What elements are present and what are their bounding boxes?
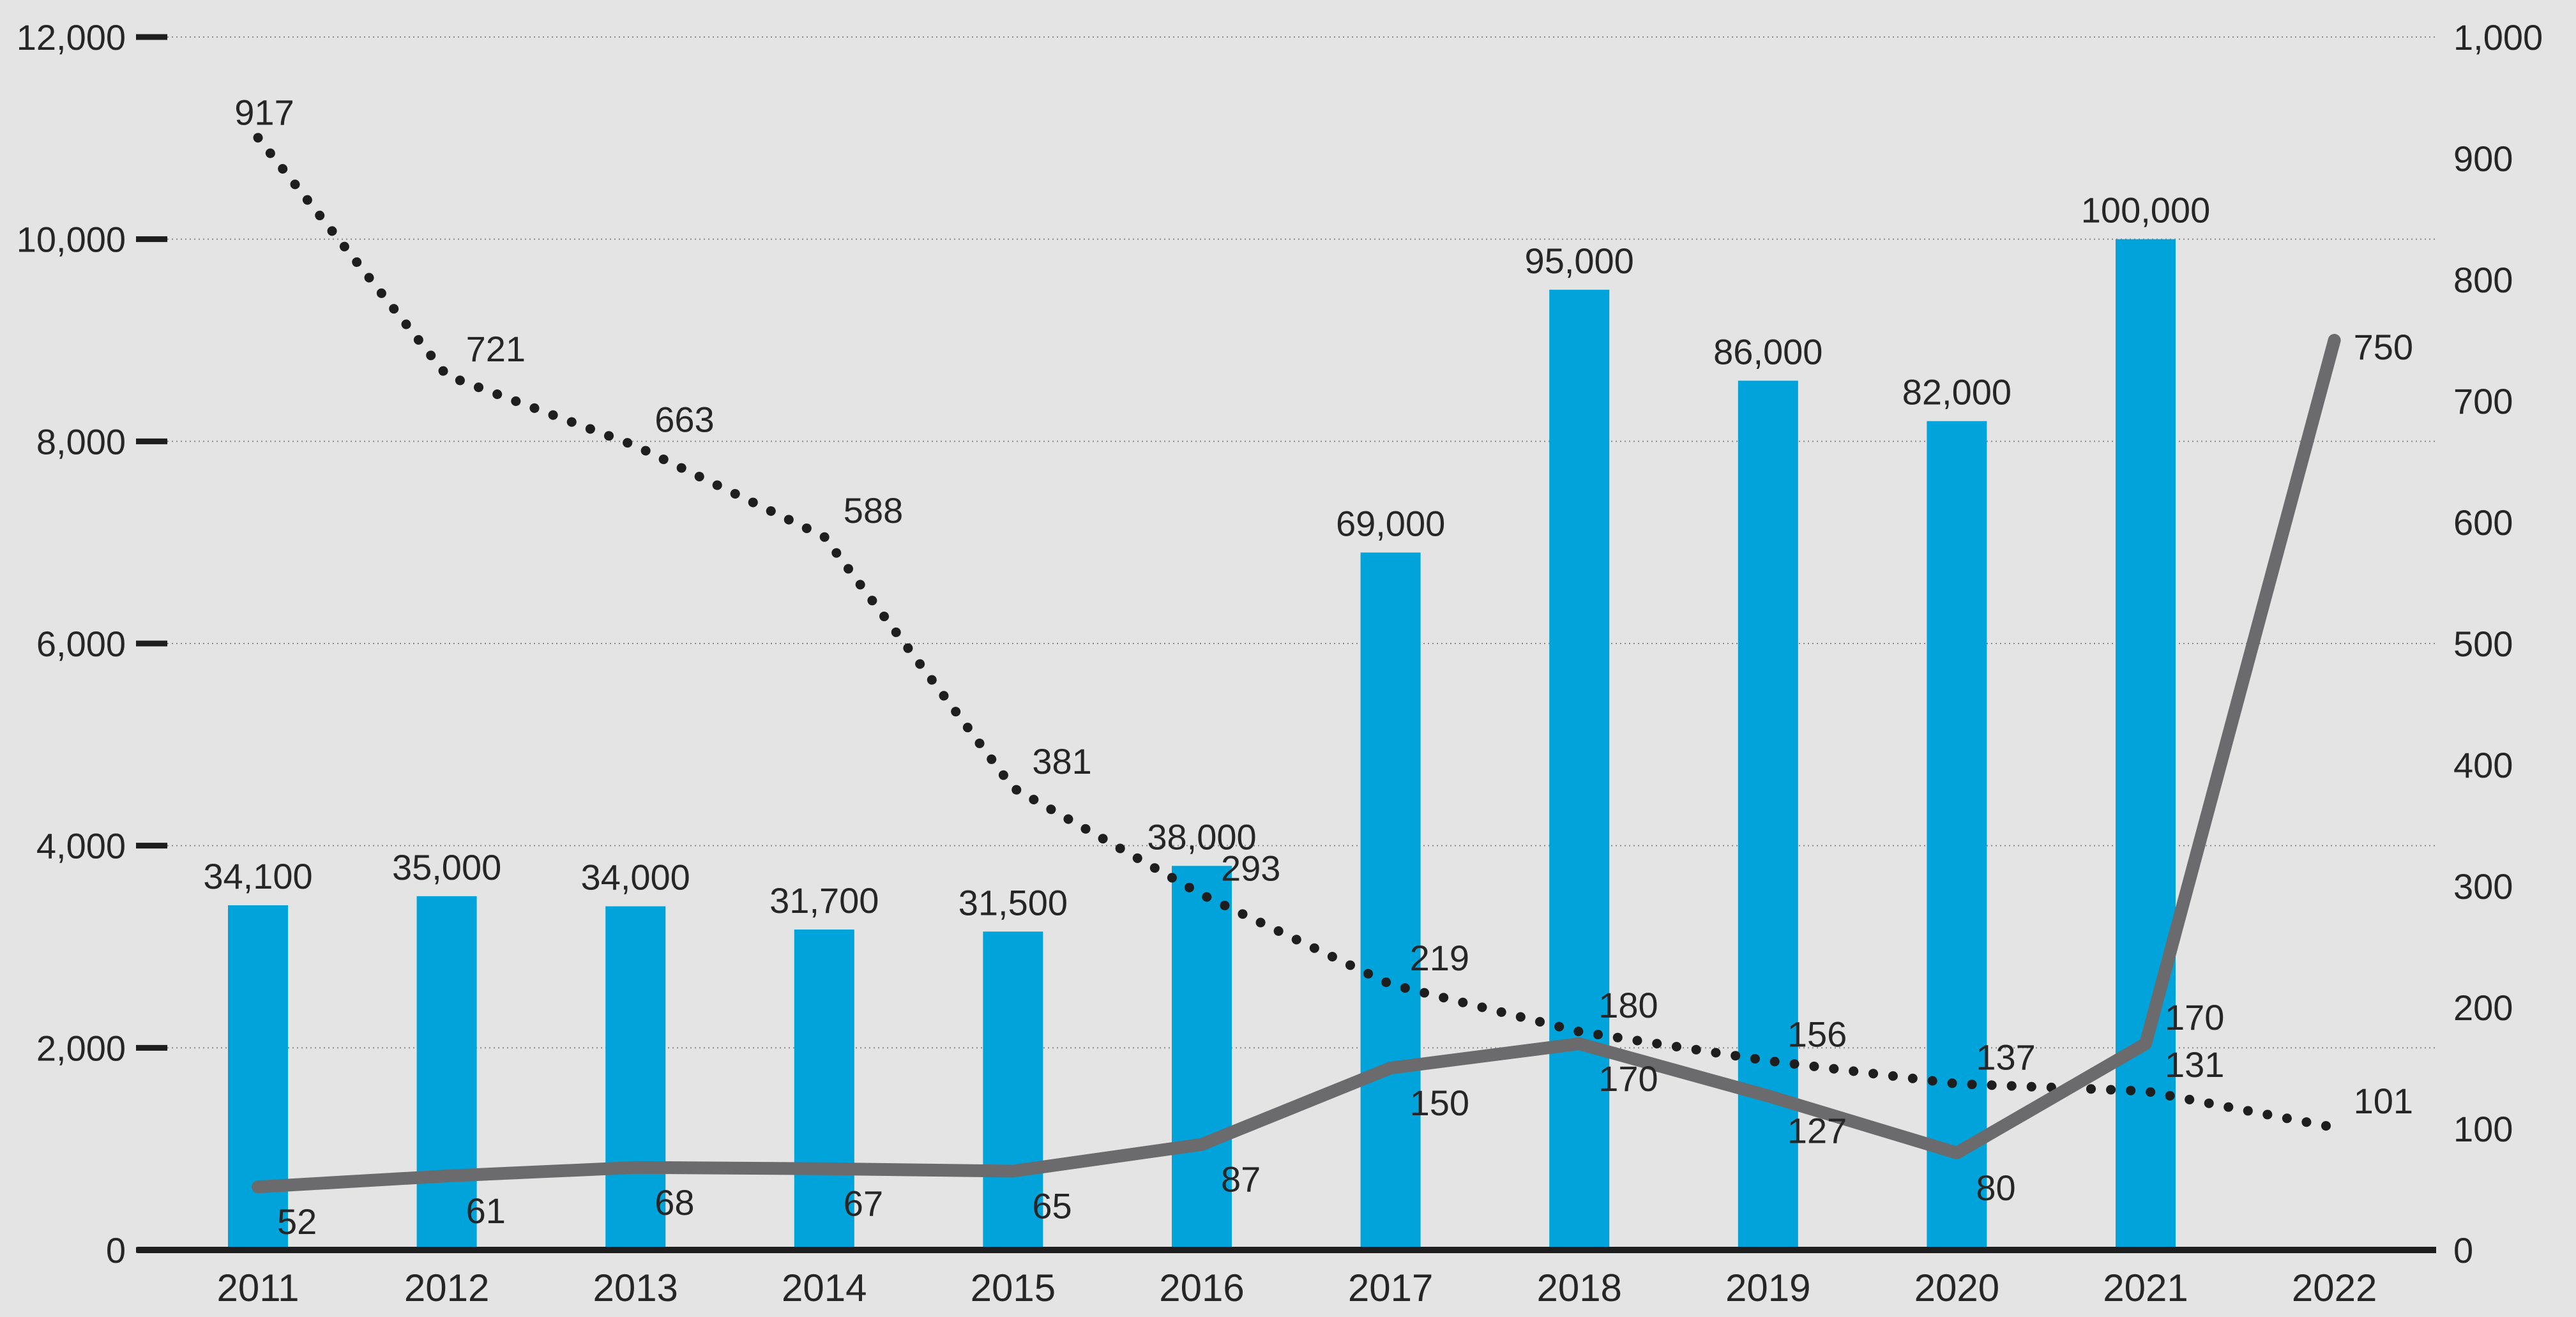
solid-point-label: 170 [1598,1058,1658,1099]
solid-point-label: 65 [1032,1186,1072,1226]
bar [416,896,477,1250]
solid-point-label: 750 [2354,327,2413,367]
dotted-point-label: 180 [1598,985,1658,1025]
x-tick-label: 2011 [216,1267,299,1309]
bar-value-label: 95,000 [1525,241,1634,281]
axes: 0 2,000 4,000 6,000 8,000 10,000 12,000 0 100 200… [17,17,2543,1309]
x-tick-label: 2019 [1725,1267,1810,1309]
bar-value-label: 82,000 [1902,372,2012,412]
y-right-tick-label: 400 [2453,745,2513,785]
x-tick-label: 2017 [1348,1267,1433,1309]
dotted-point-label: 131 [2165,1044,2224,1085]
bar-value-label: 69,000 [1336,504,1445,544]
bar-value-label: 34,000 [581,857,690,898]
solid-point-label: 170 [2165,997,2224,1037]
bar [983,931,1043,1250]
x-tick-label: 2012 [404,1267,489,1309]
dotted-point-label: 721 [466,329,526,369]
y-left-tick-label: 10,000 [17,220,126,260]
bar [1549,289,1610,1250]
y-right-tick-label: 700 [2453,381,2513,421]
bar-value-label: 35,000 [392,847,501,887]
dotted-point-label: 588 [844,490,903,531]
dotted-point-label: 293 [1221,848,1280,888]
y-right-tick-label: 200 [2453,988,2513,1028]
dotted-line-point [446,375,448,376]
bar-value-label: 31,700 [769,880,879,921]
x-tick-label: 2014 [782,1267,867,1309]
y-right-tick-label: 500 [2453,624,2513,664]
x-tick-label: 2018 [1536,1267,1621,1309]
y-left-tick-label: 4,000 [36,826,126,866]
dotted-point-label: 137 [1976,1037,2035,1078]
y-left-tick-label: 6,000 [36,624,126,664]
bar [1172,866,1232,1250]
solid-point-label: 61 [466,1191,506,1231]
solid-point-label: 127 [1787,1111,1847,1151]
y-right-tick-label: 100 [2453,1109,2513,1149]
dotted-point-label: 219 [1410,938,1469,978]
solid-point-label: 67 [844,1184,883,1224]
solid-line-series [252,334,2341,1194]
data-labels: 34,100 35,000 34,000 31,700 31,500 38,000 69,0… [203,93,2413,1242]
y-right-tick-label: 800 [2453,260,2513,300]
dotted-line [253,133,2340,1133]
dotted-point-label: 663 [655,399,714,439]
x-tick-label: 2013 [593,1267,678,1309]
y-left-tick-label: 0 [106,1230,126,1270]
dotted-point-label: 917 [234,93,294,133]
x-tick-label: 2015 [971,1267,1056,1309]
y-right-tick-label: 600 [2453,502,2513,543]
dotted-line-point [635,445,636,446]
y-left-tick-label: 2,000 [36,1028,126,1068]
bar [1927,421,1987,1250]
solid-point-label: 68 [655,1182,694,1223]
bar [605,906,666,1250]
solid-point-label: 150 [1410,1083,1469,1123]
bar-value-label: 38,000 [1147,817,1256,857]
gridlines [167,36,2436,1049]
dotted-line-point [2334,1127,2335,1128]
dotted-line-series [253,133,2340,1133]
solid-point-label: 87 [1221,1159,1261,1200]
bar [228,905,288,1250]
x-tick-label: 2022 [2292,1267,2377,1309]
dotted-point-label: 156 [1787,1014,1847,1055]
dotted-point-label: 101 [2354,1081,2413,1121]
bar-value-label: 34,100 [203,856,312,896]
y-left-tick-label: 12,000 [17,17,126,57]
bar [794,929,854,1250]
bar-value-label: 31,500 [958,882,1068,922]
y-right-tick-label: 300 [2453,866,2513,907]
x-tick-label: 2021 [2103,1267,2188,1309]
bar-series [228,239,2176,1251]
bar [2116,239,2176,1251]
dotted-point-label: 381 [1032,741,1091,781]
y-right-tick-label: 1,000 [2453,17,2543,57]
y-right-tick-label: 900 [2453,139,2513,179]
solid-line [252,334,2341,1194]
bar [1360,552,1421,1250]
solid-point-label: 52 [277,1201,317,1242]
y-left-tick-label: 8,000 [36,421,126,462]
bar-value-label: 86,000 [1713,331,1822,372]
solid-point-label: 80 [1976,1168,2015,1208]
bar-value-label: 100,000 [2081,190,2210,230]
x-tick-label: 2020 [1914,1267,1999,1309]
x-tick-label: 2016 [1159,1267,1244,1309]
y-right-tick-label: 0 [2453,1230,2473,1270]
